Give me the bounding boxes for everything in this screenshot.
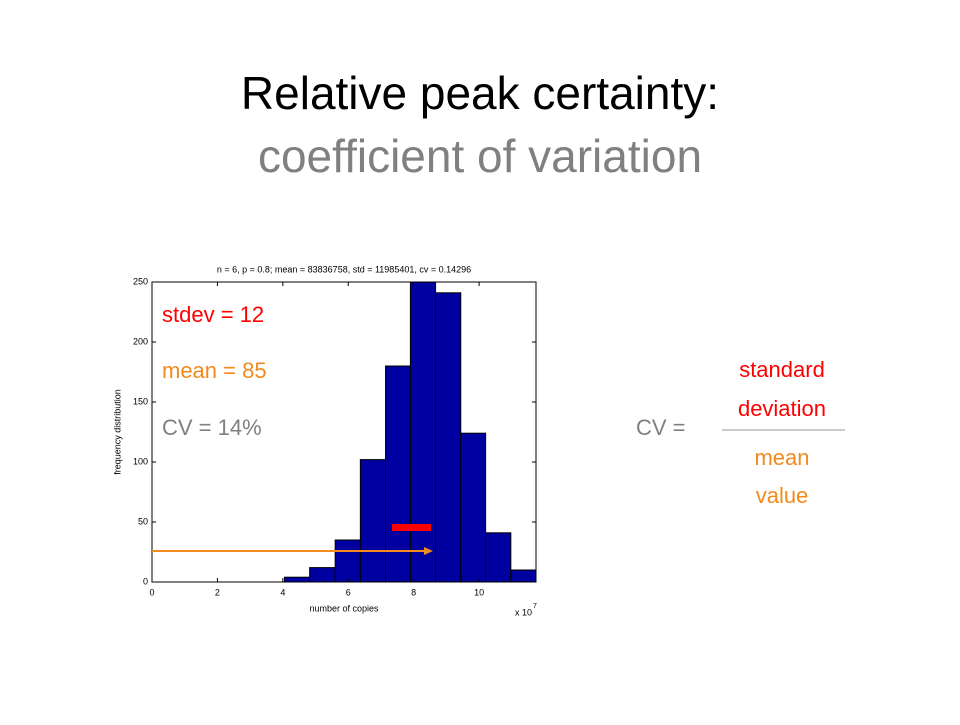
stdev-annotation: stdev = 12 [162, 302, 264, 327]
x-multiplier-exp: 7 [533, 603, 537, 610]
formula-numerator: deviation [738, 396, 826, 421]
x-tick-label: 8 [411, 587, 416, 597]
bar [409, 281, 437, 583]
chart-title: n = 6, p = 0.8; mean = 83836758, std = 1… [217, 264, 471, 274]
bar [385, 365, 411, 583]
stdev-marker [392, 524, 431, 531]
bar [334, 539, 361, 583]
slide-title: Relative peak certainty: [241, 67, 719, 119]
mean-arrow-head [424, 547, 433, 555]
x-tick-label: 6 [346, 587, 351, 597]
formula-lhs: CV = [636, 415, 686, 440]
y-tick-label: 250 [133, 276, 148, 286]
slide-subtitle: coefficient of variation [258, 130, 702, 182]
plot-frame [151, 281, 537, 583]
y-tick-label: 200 [133, 336, 148, 346]
y-tick-label: 150 [133, 396, 148, 406]
y-tick-label: 50 [138, 516, 148, 526]
bar [283, 576, 311, 583]
bar [435, 292, 462, 583]
formula-denominator: value [756, 483, 809, 508]
x-multiplier: x 10 [515, 607, 532, 617]
formula-numerator: standard [739, 357, 825, 382]
mean-annotation: mean = 85 [162, 358, 267, 383]
x-tick-label: 10 [474, 587, 484, 597]
y-tick-label: 100 [133, 456, 148, 466]
histogram-chart: 0 50 100 150 200 250 0 2 4 6 8 10 n = 6, p = 0.8; me… [112, 264, 537, 617]
x-axis-label: number of copies [309, 603, 379, 613]
x-tick-label: 4 [280, 587, 285, 597]
bar [309, 567, 336, 583]
x-tick-label: 0 [149, 587, 154, 597]
bar [485, 532, 512, 583]
bar [510, 569, 537, 583]
cv-annotation: CV = 14% [162, 415, 262, 440]
bar [359, 459, 387, 583]
y-axis-label: frequency distribution [112, 389, 122, 475]
formula-denominator: mean [754, 445, 809, 470]
x-tick-label: 2 [215, 587, 220, 597]
y-tick-label: 0 [143, 576, 148, 586]
bar [460, 432, 487, 583]
